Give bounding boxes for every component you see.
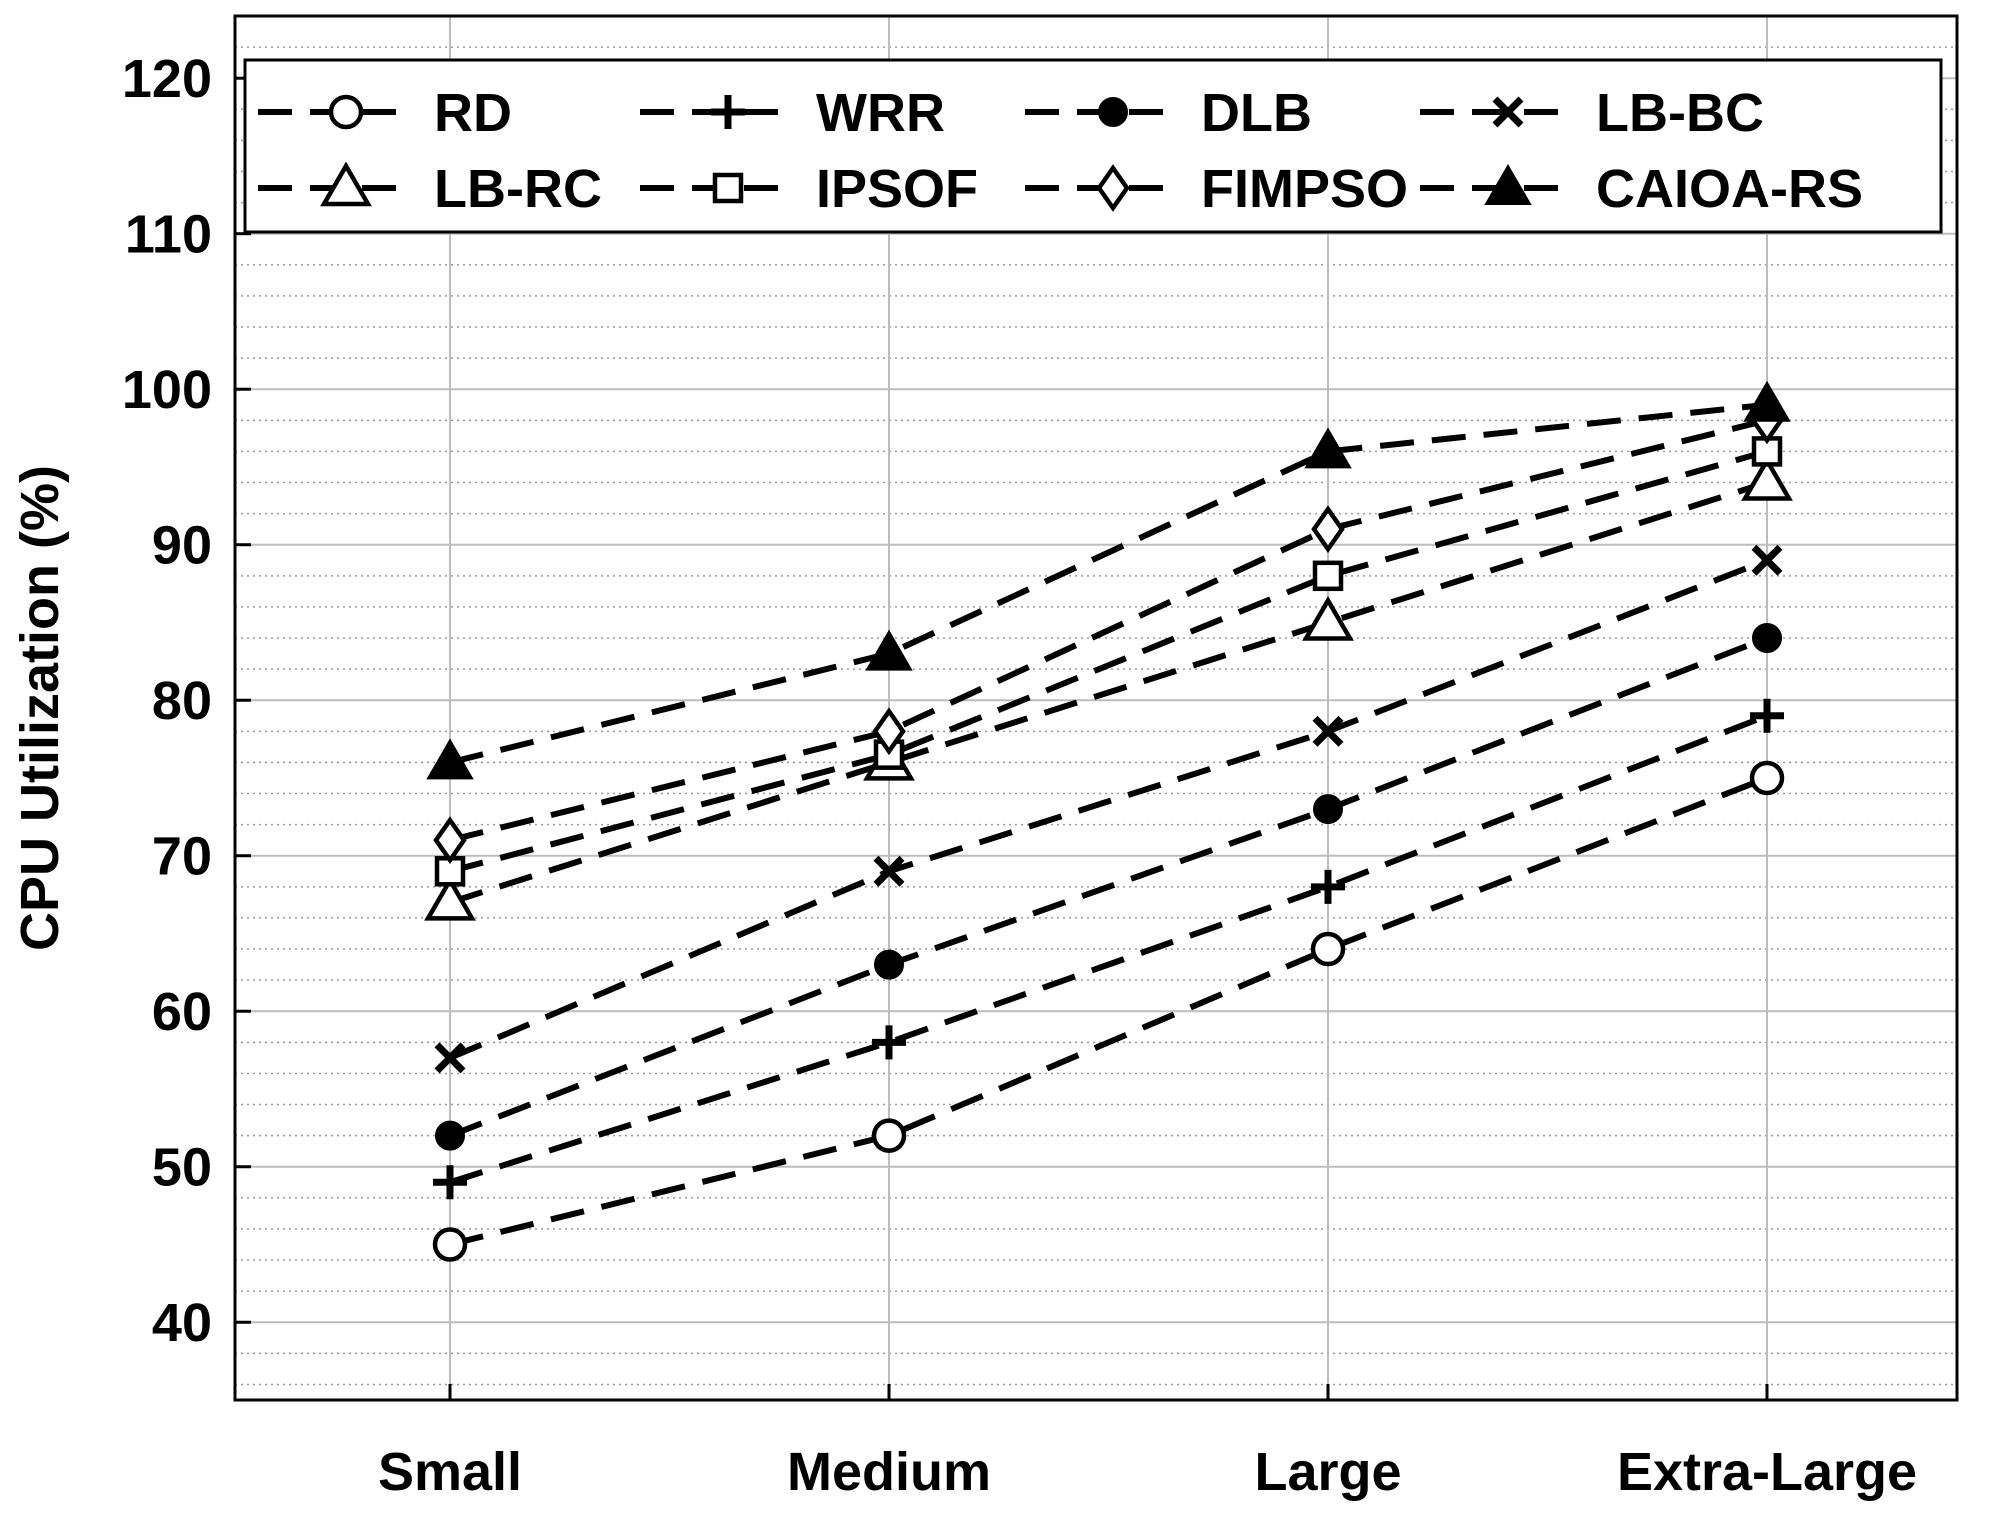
data-point-rd	[871, 1118, 907, 1153]
legend: RD WRR DLB LB-BC LB-RC IPSOF FIMPSO CAIOA-RS	[243, 58, 1943, 234]
legend-box	[243, 58, 1943, 234]
plot-frame	[233, 14, 1959, 1402]
series-line-dlb	[448, 635, 1769, 1139]
data-point-ipsof	[434, 856, 466, 887]
legend-entry-rd: RD	[258, 83, 512, 143]
data-point-rd	[1310, 931, 1346, 967]
data-point-caioa-rs	[1743, 380, 1791, 422]
data-point-dlb	[874, 949, 904, 980]
legend-marker	[328, 94, 364, 130]
data-point-lb-bc	[873, 855, 905, 887]
data-point-caioa-rs	[426, 738, 474, 780]
data-point-dlb	[1752, 623, 1782, 654]
y-tick-label: 70	[152, 827, 212, 887]
legend-marker	[1096, 164, 1130, 212]
legend-marker	[712, 172, 744, 204]
legend-label: LB-BC	[1596, 83, 1764, 143]
data-point-wrr	[872, 1025, 906, 1060]
data-point-lb-rc	[1741, 456, 1793, 501]
data-point-fimpso	[872, 707, 906, 756]
data-point-caioa-rs	[1304, 427, 1352, 469]
legend-entry-ipsof: IPSOF	[640, 159, 978, 219]
x-tick-label: Small	[378, 1442, 522, 1502]
x-tick-label: Medium	[787, 1442, 991, 1502]
data-point-fimpso	[433, 816, 467, 865]
legend-entry-caioa-rs: CAIOA-RS	[1420, 159, 1863, 219]
x-tick-label: Extra-Large	[1617, 1442, 1917, 1502]
y-axis-label: CPU Utilization (%)	[10, 465, 70, 951]
y-tick-label: 50	[152, 1138, 212, 1198]
x-tick-label: Large	[1254, 1442, 1401, 1502]
legend-label: LB-RC	[434, 159, 602, 219]
legend-label: FIMPSO	[1201, 159, 1408, 219]
series-lines	[424, 380, 1793, 1262]
data-point-lb-bc	[1751, 544, 1783, 576]
data-point-caioa-rs	[865, 629, 913, 671]
series-line-lb-rc	[449, 479, 1768, 906]
series-line-rd	[449, 775, 1769, 1248]
data-point-lb-rc	[1302, 595, 1354, 641]
data-point-wrr	[1750, 698, 1784, 733]
data-point-wrr	[1311, 869, 1345, 904]
series-line-ipsof	[449, 448, 1768, 875]
legend-entry-wrr: WRR	[640, 83, 945, 143]
data-point-rd	[1749, 760, 1785, 796]
legend-label: DLB	[1201, 83, 1312, 143]
series-line-fimpso	[449, 417, 1768, 844]
y-tick-label: 100	[122, 360, 212, 420]
series-line-lb-bc	[448, 557, 1769, 1061]
data-point-wrr	[433, 1165, 467, 1200]
series-line-caioa-rs	[449, 401, 1768, 766]
legend-entry-lb-rc: LB-RC	[258, 159, 602, 219]
legend-entry-fimpso: FIMPSO	[1025, 159, 1408, 219]
legend-label: WRR	[816, 83, 945, 143]
data-point-ipsof	[1312, 560, 1344, 592]
legend-marker	[711, 95, 745, 129]
y-tick-label: 80	[152, 671, 212, 731]
legend-marker	[1098, 97, 1128, 127]
y-tick-label: 90	[152, 516, 212, 576]
legend-entry-lb-bc: LB-BC	[1420, 83, 1764, 143]
y-tick-label: 120	[122, 49, 212, 109]
legend-label: IPSOF	[816, 159, 978, 219]
y-tick-label: 40	[152, 1293, 212, 1353]
legend-marker	[320, 161, 372, 207]
data-point-rd	[432, 1227, 468, 1262]
data-point-lb-rc	[424, 875, 476, 921]
data-point-lb-bc	[434, 1042, 466, 1074]
series-line-wrr	[449, 712, 1769, 1186]
legend-marker	[1484, 164, 1532, 205]
legend-marker	[1492, 96, 1524, 128]
legend-label: CAIOA-RS	[1596, 159, 1863, 219]
data-point-lb-bc	[1312, 715, 1344, 747]
legend-entry-dlb: DLB	[1025, 83, 1312, 143]
data-point-dlb	[1313, 794, 1343, 825]
y-tick-label: 60	[152, 982, 212, 1042]
y-tick-label: 110	[125, 205, 212, 265]
data-point-dlb	[435, 1120, 465, 1151]
data-point-fimpso	[1311, 505, 1345, 554]
legend-label: RD	[434, 83, 512, 143]
axes: 40 50 60 70 80 90 100 110 120 Small Medium Large Ext…	[122, 49, 1917, 1502]
